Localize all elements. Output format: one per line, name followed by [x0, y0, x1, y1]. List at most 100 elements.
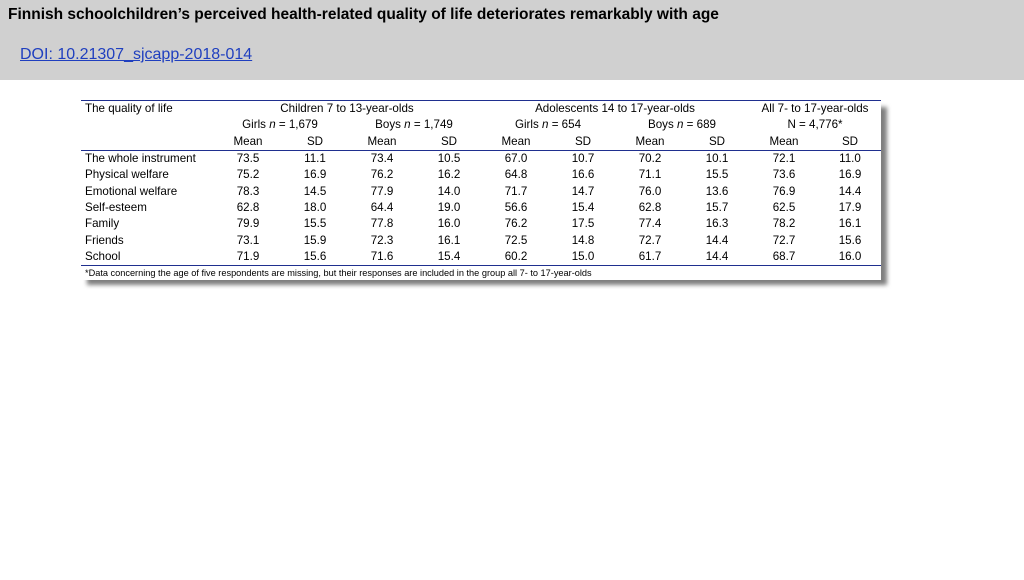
sd-cell: 15.6: [283, 248, 347, 266]
mean-cell: 72.5: [504, 233, 528, 247]
mean-cell: 72.1: [772, 152, 796, 166]
mean-cell: 78.2: [772, 217, 796, 231]
mean-cell: 62.8: [236, 200, 260, 214]
sd-cell: 14.5: [303, 184, 327, 198]
sd-cell: 15.7: [705, 200, 729, 214]
sd-cell: 16.0: [819, 248, 881, 266]
sd-cell: 14.4: [685, 248, 749, 266]
mean-cell: 71.9: [213, 248, 283, 266]
group-header: All 7- to 17-year-olds: [749, 100, 881, 118]
mean-cell: 71.1: [638, 168, 662, 182]
table-row: Self-esteem 62.8 18.0 64.4 19.0 56.6 15.4 62.8 1…: [81, 200, 881, 216]
table-row: Friends 73.1 15.9 72.3 16.1 72.5 14.8 72.7 14.4 7…: [81, 232, 881, 248]
sd-cell: 14.7: [571, 184, 595, 198]
mean-cell: 72.7: [772, 233, 796, 247]
table-row: Physical welfare 75.2 16.9 76.2 16.2 64.8 16.6…: [81, 167, 881, 183]
table-row: Emotional welfare 78.3 14.5 77.9 14.0 71.7 14.…: [81, 183, 881, 199]
mean-cell: 79.9: [236, 217, 260, 231]
row-label: Physical welfare: [85, 168, 169, 182]
stat-header-row: Mean SD Mean SD Mean SD Mean SD Mean SD: [81, 133, 881, 151]
mean-cell: 73.1: [236, 233, 260, 247]
row-label: Friends: [85, 233, 124, 247]
sd-cell: 17.9: [838, 200, 862, 214]
mean-cell: 64.8: [504, 168, 528, 182]
row-label: The whole instrument: [85, 152, 196, 166]
mean-cell: 72.3: [370, 233, 394, 247]
sd-cell: 18.0: [303, 200, 327, 214]
sd-cell: 15.5: [303, 217, 327, 231]
row-label: School: [81, 248, 213, 266]
mean-cell: 78.3: [236, 184, 260, 198]
subgroup-header: Boys n = 1,749: [375, 118, 453, 132]
mean-cell: 73.6: [772, 168, 796, 182]
group-header: Children 7 to 13-year-olds: [213, 100, 481, 118]
sd-cell: 13.6: [705, 184, 729, 198]
subgroup-header: Boys n = 689: [647, 118, 716, 132]
stat-header: SD: [685, 133, 749, 151]
doi-link[interactable]: DOI: 10.21307_sjcapp-2018-014: [20, 46, 253, 63]
subgroup-header-row: Girls n = 1,679 Boys n = 1,749 Girls n =…: [81, 117, 881, 133]
sd-cell: 14.4: [838, 184, 862, 198]
table-row: Family 79.9 15.5 77.8 16.0 76.2 17.5 77.4 16.3 78…: [81, 216, 881, 232]
sd-cell: 16.9: [838, 168, 862, 182]
sd-cell: 14.8: [571, 233, 595, 247]
mean-cell: 70.2: [638, 152, 662, 166]
subgroup-header: N = 4,776*: [787, 118, 843, 132]
mean-cell: 77.9: [370, 184, 394, 198]
mean-cell: 77.4: [638, 217, 662, 231]
mean-cell: 67.0: [504, 152, 528, 166]
slide-title: Finnish schoolchildren’s perceived healt…: [8, 6, 719, 23]
sd-cell: 15.4: [571, 200, 595, 214]
table-body: The whole instrument 73.5 11.1 73.4 10.5 67.0…: [81, 150, 881, 266]
table-row: School 71.9 15.6 71.6 15.4 60.2 15.0 61.7 14.4 68…: [81, 248, 881, 266]
mean-cell: 76.0: [638, 184, 662, 198]
sd-cell: 16.0: [437, 217, 461, 231]
stat-header: SD: [551, 133, 615, 151]
mean-cell: 71.6: [347, 248, 417, 266]
sd-cell: 19.0: [437, 200, 461, 214]
stat-header: Mean: [749, 133, 819, 151]
sd-cell: 15.0: [551, 248, 615, 266]
sd-cell: 14.4: [705, 233, 729, 247]
corner-label: The quality of life: [81, 100, 213, 118]
stat-header: SD: [819, 133, 881, 151]
mean-cell: 71.7: [504, 184, 528, 198]
sd-cell: 16.2: [437, 168, 461, 182]
mean-cell: 62.8: [638, 200, 662, 214]
mean-cell: 64.4: [370, 200, 394, 214]
mean-cell: 72.7: [638, 233, 662, 247]
sd-cell: 17.5: [571, 217, 595, 231]
sd-cell: 15.6: [838, 233, 862, 247]
mean-cell: 75.2: [236, 168, 260, 182]
sd-cell: 11.1: [304, 152, 326, 166]
slide-header: Finnish schoolchildren’s perceived healt…: [0, 0, 1024, 80]
row-label: Family: [85, 217, 120, 231]
mean-cell: 76.9: [772, 184, 796, 198]
group-header-row: The quality of life Children 7 to 13-yea…: [81, 100, 881, 118]
sd-cell: 11.0: [839, 152, 861, 166]
stat-header: Mean: [481, 133, 551, 151]
mean-cell: 73.5: [236, 152, 260, 166]
sd-cell: 10.5: [437, 152, 461, 166]
mean-cell: 76.2: [504, 217, 528, 231]
sd-cell: 14.0: [437, 184, 461, 198]
sd-cell: 16.1: [838, 217, 862, 231]
sd-cell: 16.1: [437, 233, 461, 247]
mean-cell: 61.7: [615, 248, 685, 266]
sd-cell: 16.6: [571, 168, 595, 182]
footnote-row: *Data concerning the age of five respond…: [81, 265, 881, 280]
subgroup-header: Girls n = 1,679: [242, 118, 318, 132]
sd-cell: 16.3: [705, 217, 729, 231]
stat-header: Mean: [347, 133, 417, 151]
quality-of-life-table: The quality of life Children 7 to 13-yea…: [81, 100, 881, 280]
row-label: Emotional welfare: [85, 184, 178, 198]
subgroup-header: Girls n = 654: [514, 118, 582, 132]
group-header: Adolescents 14 to 17-year-olds: [481, 100, 749, 118]
mean-cell: 77.8: [370, 217, 394, 231]
mean-cell: 62.5: [772, 200, 796, 214]
sd-cell: 10.1: [705, 152, 729, 166]
stat-header: SD: [417, 133, 481, 151]
mean-cell: 56.6: [504, 200, 528, 214]
table-footnote: *Data concerning the age of five respond…: [85, 267, 592, 278]
sd-cell: 10.7: [571, 152, 595, 166]
